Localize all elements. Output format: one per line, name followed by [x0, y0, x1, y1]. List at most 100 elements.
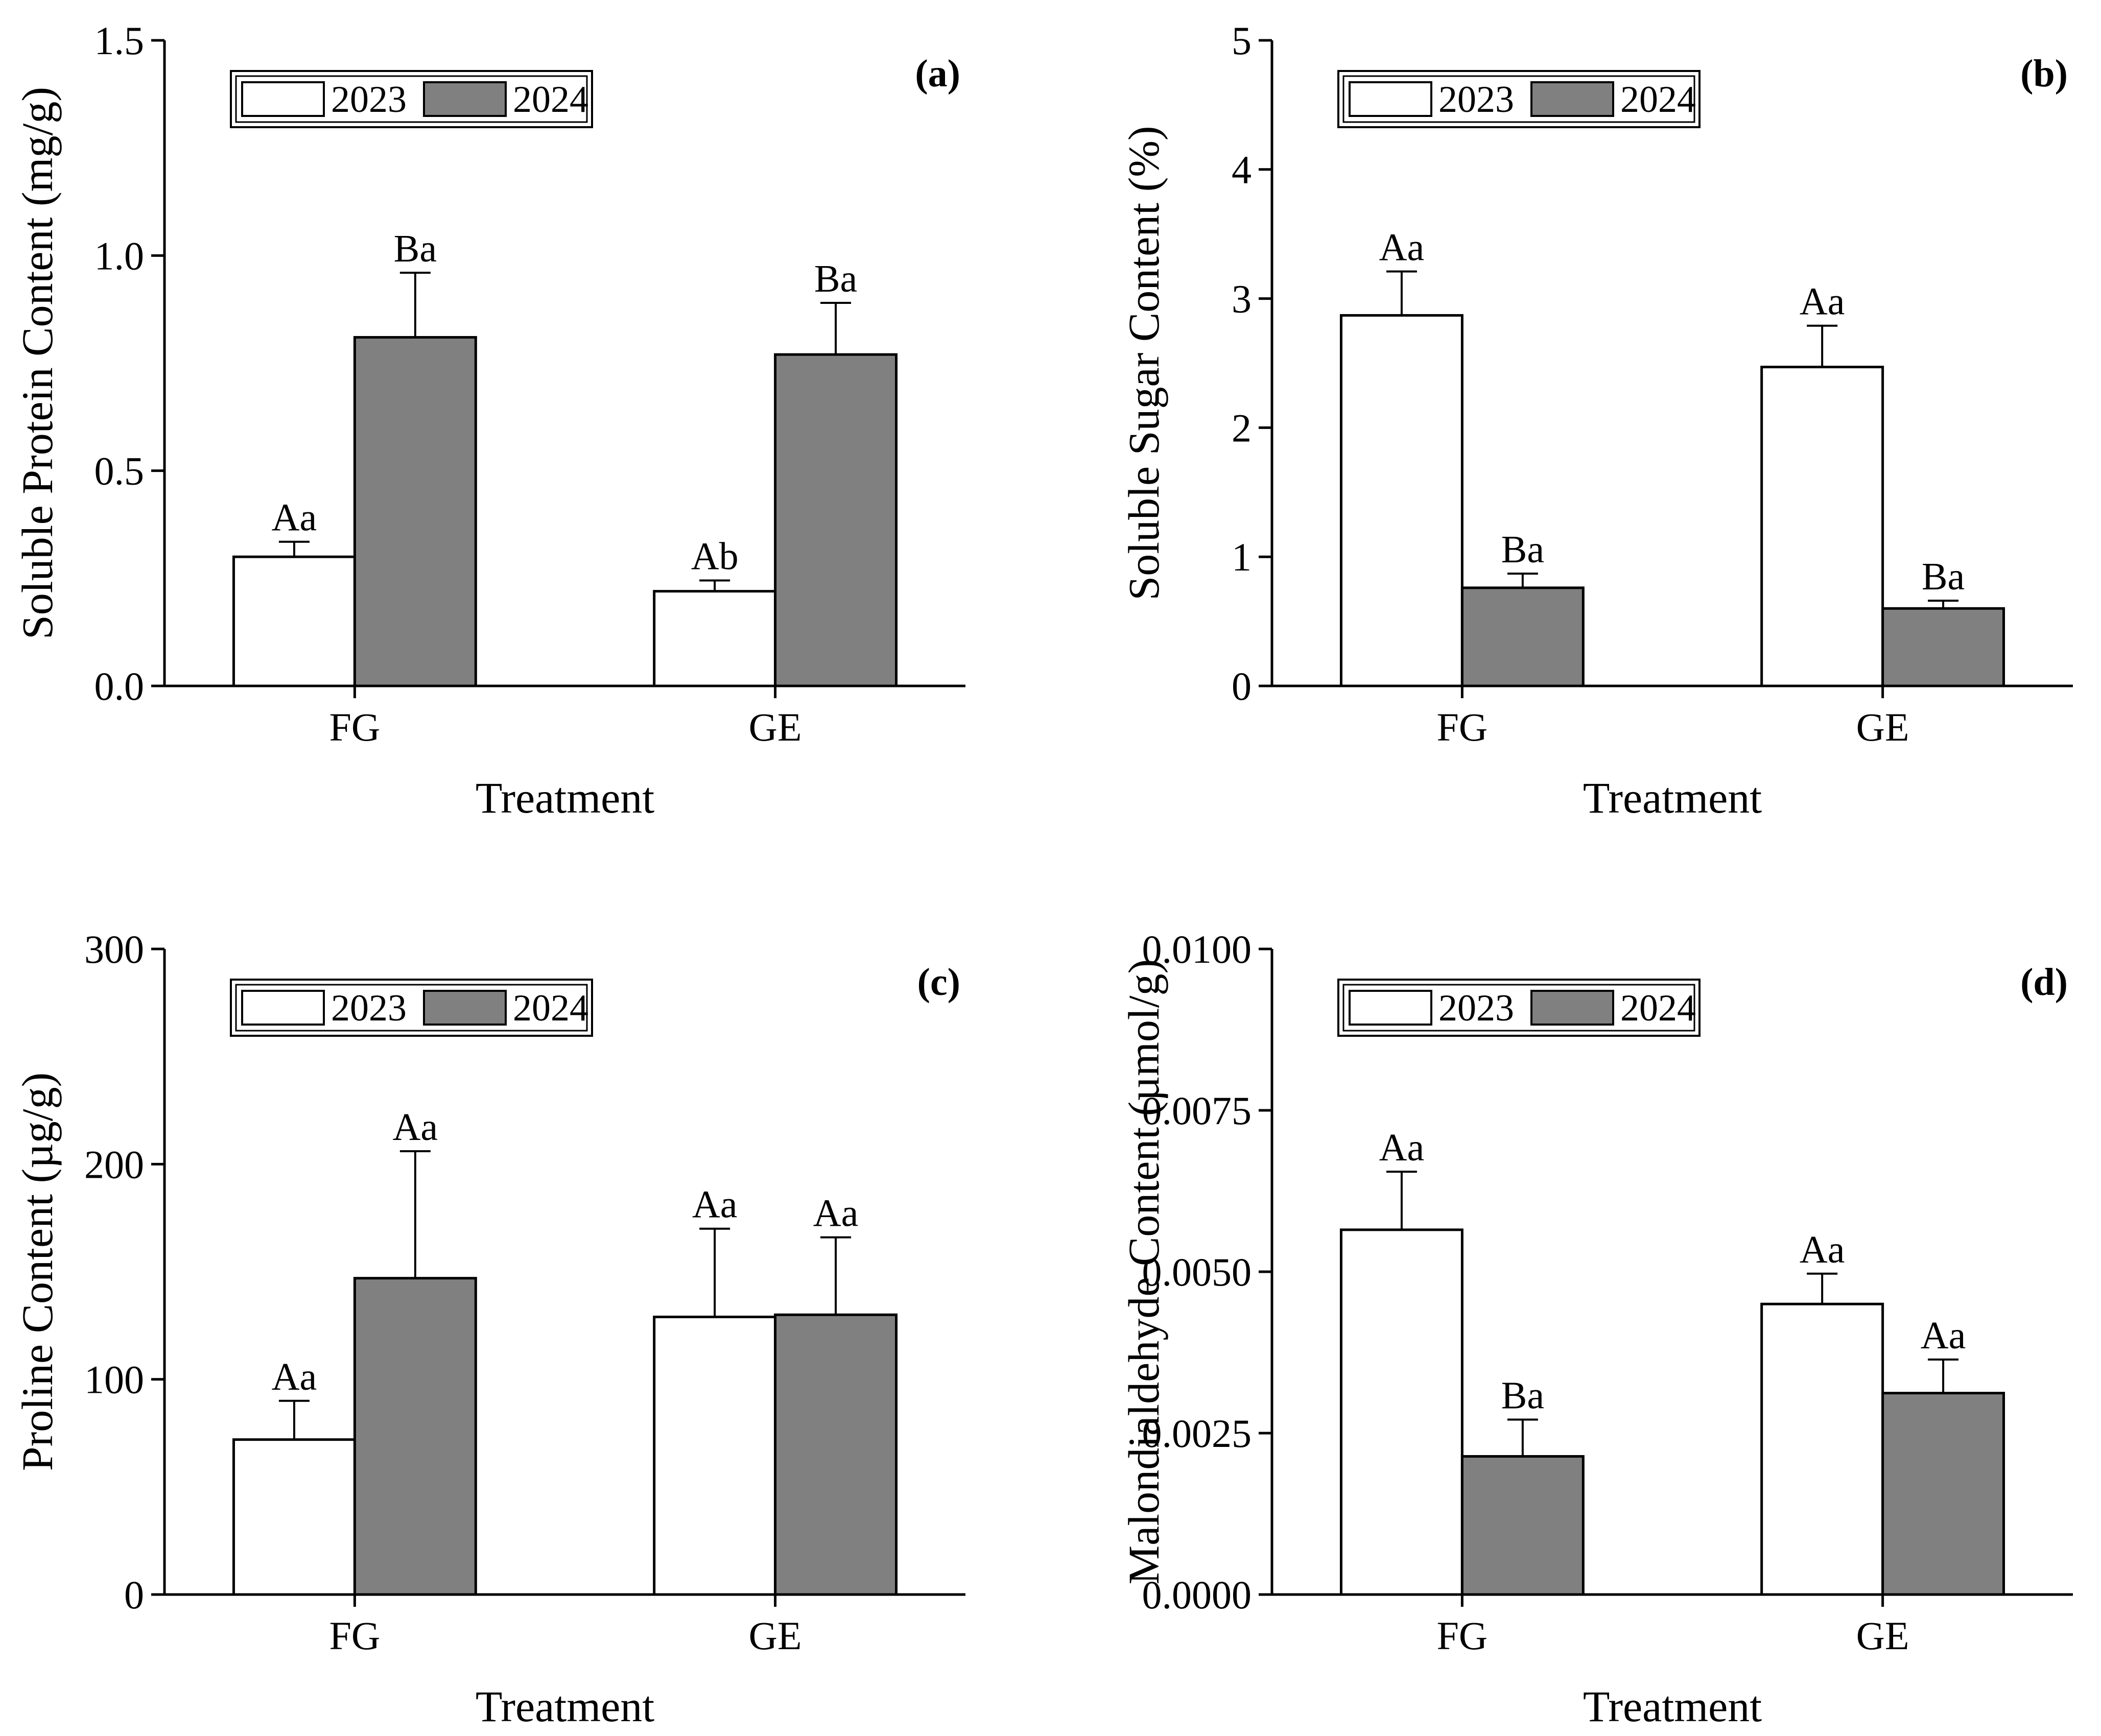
legend-swatch-2024 [1530, 81, 1614, 117]
legend-swatch-2024 [423, 81, 507, 117]
significance-label: Aa [393, 1106, 438, 1149]
significance-label: Ab [691, 535, 739, 578]
y-tick-label: 0.0 [95, 664, 145, 708]
x-axis-title: Treatment [476, 773, 654, 822]
significance-label: Ba [1501, 1374, 1544, 1417]
panel-label: (c) [917, 961, 960, 1004]
x-axis-title: Treatment [476, 1682, 654, 1731]
significance-label: Aa [1379, 1126, 1425, 1169]
y-tick-label: 100 [84, 1358, 144, 1402]
bar-2023-FG [1339, 314, 1463, 687]
legend-swatch-2023 [241, 990, 325, 1026]
x-tick-label: GE [1856, 705, 1909, 749]
chart-panel-a: Aa Ab Ba Ba 0.0 0.5 1.0 1.5 FG GE Treatment Soluble… [13, 18, 965, 822]
legend-label: 2024 [1620, 79, 1696, 121]
significance-label: Aa [692, 1183, 738, 1226]
legend-label: 2023 [1438, 987, 1514, 1029]
bar-2024-FG [353, 336, 477, 687]
significance-label: Aa [1379, 226, 1425, 269]
bar-2024-FG [1460, 1455, 1585, 1596]
bar-2024-GE [1881, 1392, 2005, 1596]
significance-label: Aa [1800, 280, 1845, 323]
legend-swatch-2023 [1349, 990, 1432, 1026]
y-tick-label: 0.0000 [1142, 1573, 1252, 1617]
x-axis-title: Treatment [1583, 1682, 1762, 1731]
x-tick-label: GE [1856, 1613, 1909, 1658]
significance-label: Ba [814, 257, 857, 300]
legend-swatch-2024 [423, 990, 507, 1026]
y-tick-label: 0 [1232, 664, 1252, 708]
bar-2023-GE [653, 590, 777, 687]
significance-label: Ba [394, 227, 437, 270]
x-axis-title: Treatment [1583, 773, 1762, 822]
significance-label: Aa [272, 496, 317, 539]
chart-panel-c: Aa Aa Aa Aa 0 100 200 300 FG GE Treatment Proline C… [13, 927, 965, 1731]
legend-inner-frame [1342, 75, 1695, 123]
y-axis-title: Soluble Protein Content (mg/g) [13, 87, 62, 639]
bar-2023-FG [1339, 1228, 1463, 1596]
legend-label: 2023 [331, 987, 407, 1029]
bar-2023-GE [1760, 1302, 1884, 1596]
y-tick-label: 3 [1232, 277, 1252, 321]
legend: 2023 2024 [1337, 979, 1701, 1037]
y-axis-title: Malondialdehyde Content (µmol/g) [1119, 959, 1168, 1585]
bar-2023-FG [232, 555, 356, 687]
legend-swatch-2023 [241, 81, 325, 117]
y-tick-label: 1.5 [95, 18, 145, 63]
significance-label: Ba [1922, 555, 1965, 598]
legend-swatch-2024 [1530, 990, 1614, 1026]
y-axis-title: Proline Content (µg/g) [13, 1073, 62, 1471]
x-tick-label: GE [749, 1613, 802, 1658]
y-tick-label: 200 [84, 1142, 144, 1186]
legend-label: 2024 [513, 79, 588, 121]
bar-2024-FG [1460, 586, 1585, 687]
legend-inner-frame [1342, 984, 1695, 1032]
y-tick-label: 1 [1232, 535, 1252, 579]
legend-inner-frame [235, 984, 588, 1032]
significance-label: Aa [1921, 1314, 1966, 1357]
y-tick-label: 0.0050 [1142, 1250, 1252, 1294]
y-tick-label: 0.0025 [1142, 1411, 1252, 1456]
x-tick-label: FG [329, 1613, 381, 1658]
panel-label: (d) [2020, 961, 2068, 1004]
y-tick-label: 300 [84, 927, 144, 971]
legend-inner-frame [235, 75, 588, 123]
y-tick-label: 4 [1232, 148, 1252, 192]
bar-2023-GE [653, 1315, 777, 1596]
x-tick-label: FG [1437, 705, 1488, 749]
x-tick-label: GE [749, 705, 802, 749]
y-tick-label: 1.0 [95, 233, 145, 278]
bar-2024-GE [774, 353, 898, 687]
y-tick-label: 0.0075 [1142, 1088, 1252, 1133]
significance-label: Aa [1800, 1228, 1845, 1271]
y-tick-label: 0 [124, 1573, 144, 1617]
y-axis-title: Soluble Sugar Content (%) [1119, 126, 1168, 600]
chart-panel-d: Aa Aa Ba Aa 0.0000 0.0025 0.0050 0.0075 0.0100 FG… [1119, 927, 2073, 1731]
y-tick-label: 5 [1232, 18, 1252, 63]
significance-label: Aa [813, 1192, 859, 1235]
legend-label: 2023 [1438, 79, 1514, 121]
bar-2024-FG [353, 1277, 477, 1596]
significance-label: Ba [1501, 528, 1544, 571]
y-tick-label: 0.5 [95, 449, 145, 493]
legend: 2023 2024 [230, 979, 593, 1037]
bar-2024-GE [1881, 607, 2005, 687]
bar-2024-GE [774, 1313, 898, 1596]
legend-swatch-2023 [1349, 81, 1432, 117]
legend-label: 2024 [1620, 987, 1696, 1029]
y-tick-label: 2 [1232, 406, 1252, 450]
panel-label: (b) [2020, 52, 2068, 95]
legend-label: 2024 [513, 987, 588, 1029]
x-tick-label: FG [1437, 1613, 1488, 1658]
bar-2023-GE [1760, 366, 1884, 687]
bar-2023-FG [232, 1438, 356, 1596]
x-tick-label: FG [329, 705, 381, 749]
legend: 2023 2024 [1337, 70, 1701, 128]
legend: 2023 2024 [230, 70, 593, 128]
panel-label: (a) [915, 52, 960, 95]
legend-label: 2023 [331, 79, 407, 121]
chart-panel-b: Aa Aa Ba Ba 0 1 2 3 4 5 FG GE Treatment Soluble Sugar… [1119, 18, 2073, 822]
y-tick-label: 0.0100 [1142, 927, 1252, 971]
significance-label: Aa [272, 1355, 317, 1398]
